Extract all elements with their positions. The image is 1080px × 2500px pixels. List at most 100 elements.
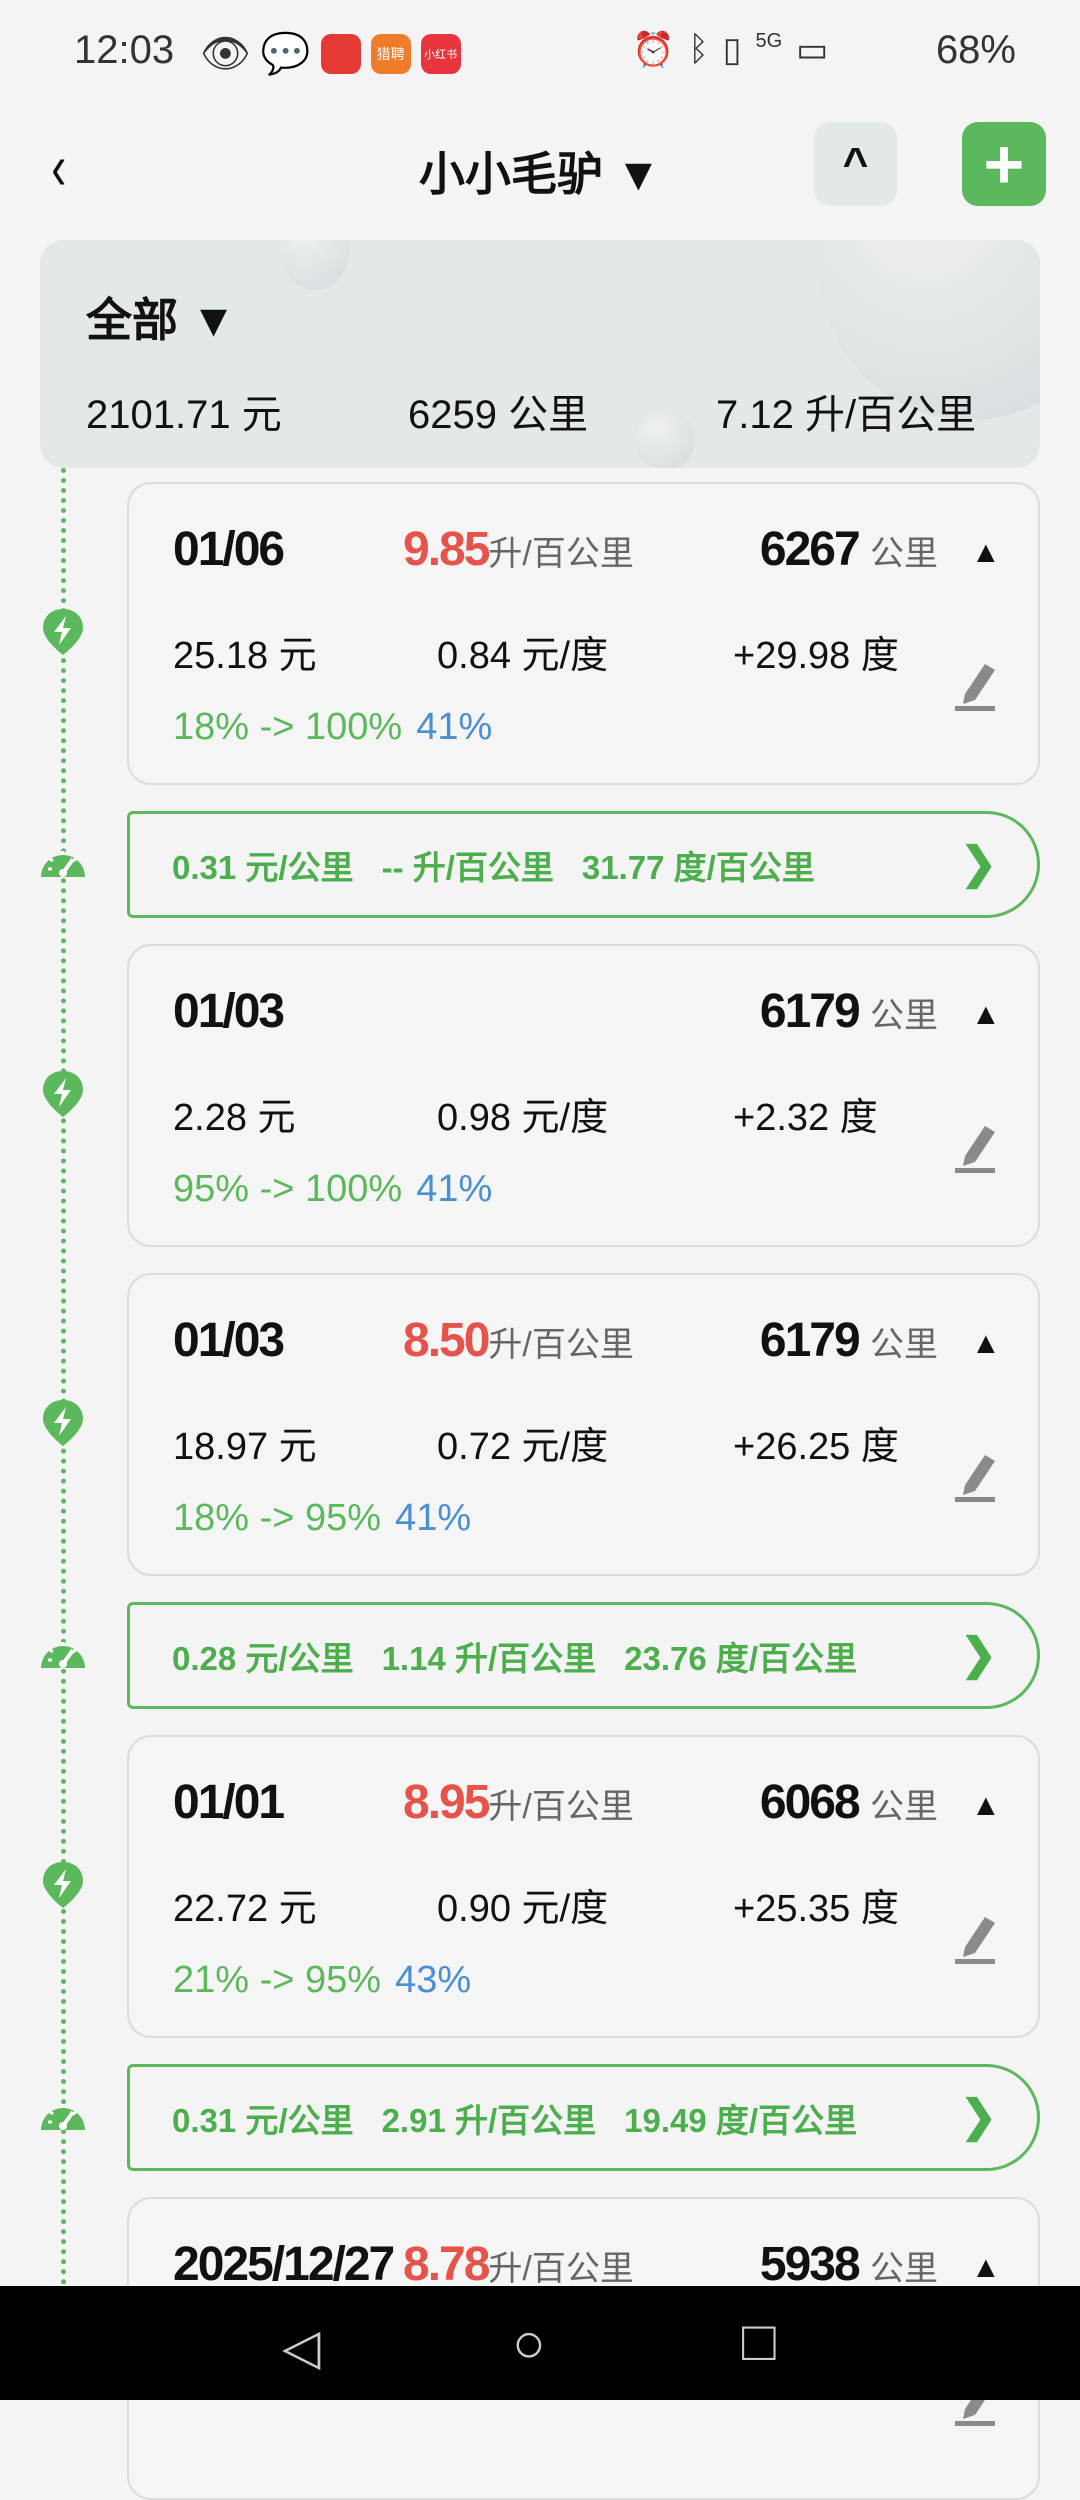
record-unit-price: 0.84 元/度: [437, 635, 609, 677]
fuel-per-100km: 1.14 升/百公里: [381, 1639, 597, 1677]
edit-icon[interactable]: [955, 1453, 999, 1503]
speedometer-icon: [38, 2092, 88, 2142]
soc-range: 18% -> 95%: [173, 1497, 382, 1539]
elec-per-100km: 19.49 度/百公里: [624, 2101, 858, 2139]
record-soc: [173, 2421, 187, 2464]
fuel-per-100km: -- 升/百公里: [381, 848, 554, 886]
record-consumption: 9.85升/百公里: [403, 522, 634, 577]
speedometer-icon: [38, 839, 88, 889]
consumption-value: 8.50: [403, 1314, 490, 1367]
expand-triangle-icon[interactable]: ▲: [971, 536, 1001, 569]
fuel-per-100km: 2.91 升/百公里: [381, 2101, 597, 2139]
soc-range: 21% -> 95%: [173, 1959, 382, 2001]
alarm-icon: ⏰: [632, 31, 675, 69]
record-cost: 18.97 元: [173, 1426, 317, 1468]
cost-per-km: 0.31 元/公里: [172, 2101, 354, 2139]
record-date: 01/03: [173, 1314, 285, 1367]
record-date: 01/03: [173, 985, 285, 1038]
soc-percent: 43%: [395, 1959, 472, 2001]
record-unit-price: 0.72 元/度: [437, 1426, 609, 1468]
expand-triangle-icon[interactable]: ▲: [971, 1327, 1001, 1360]
bluetooth-icon: ᛒ: [688, 30, 709, 68]
chevron-right-icon: ❯: [960, 1630, 997, 1679]
record-cost: 25.18 元: [173, 635, 317, 677]
chevron-right-icon: ❯: [960, 2092, 997, 2141]
decor-bubble: [635, 410, 695, 468]
record-unit-price: 0.90 元/度: [437, 1888, 609, 1930]
interval-summary-pill[interactable]: 0.31 元/公里 2.91 升/百公里 19.49 度/百公里 ❯: [127, 2064, 1040, 2171]
odometer-unit: 公里: [870, 1326, 938, 1364]
record-date: 2025/12/27: [173, 2238, 395, 2291]
edit-icon[interactable]: [955, 662, 999, 712]
cost-per-km: 0.28 元/公里: [172, 1639, 354, 1677]
interval-summary-pill[interactable]: 0.31 元/公里 -- 升/百公里 31.77 度/百公里 ❯: [127, 811, 1040, 918]
battery-percent: 68%: [935, 28, 1016, 72]
add-record-button[interactable]: +: [962, 122, 1046, 206]
consumption-unit: 升/百公里: [488, 535, 634, 573]
charge-record-card[interactable]: 01/01 8.95升/百公里 6068 公里 ▲ 22.72 元 0.90 元/度 +25…: [127, 1735, 1040, 2038]
expand-triangle-icon[interactable]: ▲: [971, 998, 1001, 1031]
charge-record-card[interactable]: 01/03 6179 公里 ▲ 2.28 元 0.98 元/度 +2.32 度 95% ->…: [127, 944, 1040, 1247]
record-consumption: 8.95升/百公里: [403, 1775, 634, 1830]
record-soc: 18% -> 95% 41%: [173, 1497, 471, 1540]
chat-icon: 💬: [260, 32, 311, 76]
record-energy: +29.98 度: [733, 635, 899, 677]
record-odometer: 6068 公里: [760, 1775, 938, 1830]
odometer-unit: 公里: [870, 1788, 938, 1826]
nav-back-button[interactable]: ◁: [282, 2319, 321, 2375]
charge-record-card[interactable]: 01/03 8.50升/百公里 6179 公里 ▲ 18.97 元 0.72 元/度 +26…: [127, 1273, 1040, 1576]
record-energy: +25.35 度: [733, 1888, 899, 1930]
record-odometer: 6179 公里: [760, 1313, 938, 1368]
total-cost: 2101.71 元: [86, 393, 282, 437]
app-icon-jd: [320, 33, 361, 74]
record-cost: 2.28 元: [173, 1097, 296, 1139]
charge-record-card[interactable]: 01/06 9.85升/百公里 6267 公里 ▲ 25.18 元 0.84 元/度 +29…: [127, 482, 1040, 785]
record-odometer: 5938 公里: [760, 2237, 938, 2292]
back-button[interactable]: ‹: [51, 131, 67, 203]
odometer-value: 6179: [759, 985, 861, 1038]
record-consumption: 8.50升/百公里: [403, 1313, 634, 1368]
consumption-unit: 升/百公里: [488, 1788, 634, 1826]
elec-per-100km: 23.76 度/百公里: [624, 1639, 858, 1677]
record-cost: 22.72 元: [173, 1888, 317, 1930]
consumption-value: 9.85: [403, 523, 490, 576]
status-bar: 12:03 👁 💬 猎聘 小红书 ⏰ ᛒ ▯ 5G ▭ 68%: [0, 0, 1080, 100]
app-icon-xiaohongshu: 小红书: [420, 33, 461, 74]
eye-icon: 👁: [200, 32, 251, 76]
consumption-unit: 升/百公里: [488, 1326, 634, 1364]
edit-icon[interactable]: [955, 1124, 999, 1174]
odometer-unit: 公里: [870, 2250, 938, 2288]
odometer-value: 6267: [759, 523, 861, 576]
soc-range: 18% -> 100%: [173, 706, 403, 748]
record-soc: 18% -> 100% 41%: [173, 706, 492, 749]
record-odometer: 6267 公里: [760, 522, 938, 577]
system-nav-bar: ◁ ○ □: [0, 2286, 1080, 2400]
interval-summary-pill[interactable]: 0.28 元/公里 1.14 升/百公里 23.76 度/百公里 ❯: [127, 1602, 1040, 1709]
cost-per-km: 0.31 元/公里: [172, 848, 354, 886]
elec-per-100km: 31.77 度/百公里: [581, 848, 815, 886]
expand-triangle-icon[interactable]: ▲: [971, 2251, 1001, 2284]
odometer-value: 6179: [759, 1314, 861, 1367]
vehicle-selector[interactable]: 小小毛驴 ▼: [418, 148, 662, 200]
record-date: 01/06: [173, 523, 285, 576]
odometer-unit: 公里: [870, 997, 938, 1035]
app-icon-liepin: 猎聘: [370, 33, 411, 74]
record-energy: +2.32 度: [733, 1097, 878, 1139]
soc-percent: 41%: [395, 1497, 472, 1539]
charge-bolt-icon: [38, 1398, 88, 1448]
nav-home-button[interactable]: ○: [512, 2311, 546, 2374]
soc-percent: 41%: [416, 706, 493, 748]
record-date: 01/01: [173, 1776, 285, 1829]
odometer-unit: 公里: [870, 535, 938, 573]
collapse-button[interactable]: ^: [814, 122, 897, 206]
vibrate-icon: ▯: [722, 31, 742, 69]
signal-icon: 5G: [755, 30, 783, 52]
speedometer-icon: [38, 1630, 88, 1680]
record-soc: 95% -> 100% 41%: [173, 1168, 492, 1211]
decor-bubble: [280, 240, 350, 290]
expand-triangle-icon[interactable]: ▲: [971, 1789, 1001, 1822]
category-filter[interactable]: 全部 ▼: [86, 294, 237, 346]
total-distance: 6259 公里: [408, 393, 589, 437]
edit-icon[interactable]: [955, 1915, 999, 1965]
nav-recents-button[interactable]: □: [742, 2309, 776, 2372]
